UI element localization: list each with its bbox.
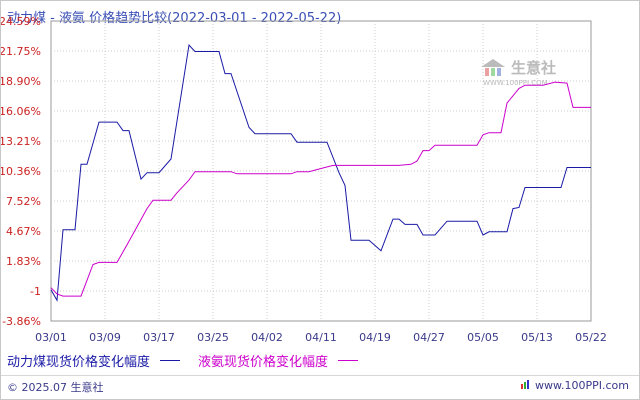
watermark-url: WWW.100PPI.COM — [483, 79, 548, 87]
legend-label-ammonia: 液氨现货价格变化幅度 — [198, 355, 329, 370]
footer-site-text: www.100PPI.com — [535, 379, 629, 392]
watermark-logo-bar — [497, 68, 501, 76]
watermark-logo-bar — [491, 68, 495, 76]
x-tick-label: 04/11 — [305, 331, 337, 344]
watermark-logo-roof — [481, 59, 505, 67]
y-tick-label: 4.67% — [6, 225, 41, 238]
y-tick-label: 21.75% — [1, 45, 41, 58]
y-tick-label: -1 — [30, 285, 41, 298]
x-tick-label: 05/05 — [467, 331, 499, 344]
y-tick-label: 24.59% — [1, 15, 41, 28]
watermark-logo-bar — [485, 68, 489, 76]
series-line-coal — [50, 44, 591, 302]
x-tick-label: 03/01 — [35, 331, 67, 344]
legend-label-coal: 动力煤现货价格变化幅度 — [7, 355, 151, 370]
chart-title: 动力煤 - 液氨 价格趋势比较(2022-03-01 - 2022-05-22) — [7, 11, 342, 26]
legend-swatch-ammonia — [338, 360, 359, 361]
y-tick-label: 1.83% — [6, 255, 41, 268]
x-tick-label: 05/22 — [575, 331, 607, 344]
y-tick-label: 7.52% — [6, 195, 41, 208]
x-tick-label: 04/27 — [413, 331, 445, 344]
watermark-text: 生意社 — [511, 59, 556, 77]
y-tick-label: 18.90% — [1, 75, 41, 88]
y-tick-label: 16.06% — [1, 105, 41, 118]
y-tick-label: 10.36% — [1, 165, 41, 178]
x-tick-label: 03/17 — [143, 331, 175, 344]
site-logo-icon — [521, 380, 530, 389]
x-tick-label: 04/02 — [251, 331, 283, 344]
y-tick-label: -3.86% — [2, 315, 41, 328]
chart-legend: 动力煤现货价格变化幅度 液氨现货价格变化幅度 — [7, 351, 366, 370]
x-tick-label: 05/13 — [521, 331, 553, 344]
x-tick-label: 03/09 — [89, 331, 121, 344]
footer-site-link[interactable]: www.100PPI.com — [521, 379, 629, 392]
x-tick-label: 04/19 — [359, 331, 391, 344]
footer: © 2025.07 生意社 www.100PPI.com — [1, 375, 639, 400]
y-tick-label: 13.21% — [1, 135, 41, 148]
footer-copyright: © 2025.07 生意社 — [7, 381, 104, 394]
x-tick-label: 03/25 — [197, 331, 229, 344]
legend-swatch-coal — [160, 360, 181, 361]
series-line-ammonia — [50, 81, 591, 297]
